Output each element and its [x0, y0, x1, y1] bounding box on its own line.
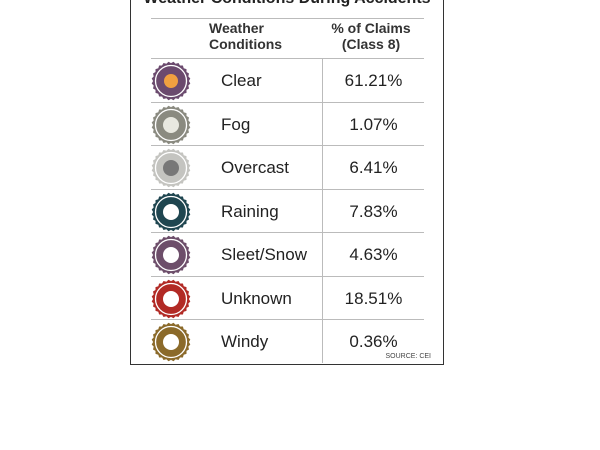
- condition: Fog: [221, 114, 251, 134]
- weather-icon: [151, 192, 191, 231]
- rule: [151, 18, 424, 19]
- condition: Overcast: [221, 158, 290, 177]
- divider: [322, 320, 323, 363]
- percent: 18.51%: [344, 288, 403, 308]
- percent: 6.41%: [349, 158, 398, 177]
- condition: Raining: [221, 201, 279, 221]
- percent: 1.07%: [349, 114, 398, 134]
- percent: 0.36%: [349, 332, 398, 351]
- divider: [322, 59, 323, 102]
- divider: [322, 146, 323, 189]
- weather-icon: [151, 235, 191, 275]
- column-header: Weather Conditions: [209, 20, 283, 52]
- divider: [322, 276, 323, 320]
- column-header: % of Claims (Class 8): [331, 20, 411, 52]
- divider: [322, 189, 323, 233]
- weather-icon: [151, 279, 191, 318]
- table-row: Unknown 18.51%: [151, 275, 424, 320]
- table-row: Raining 7.83%: [151, 188, 424, 233]
- percent: 4.63%: [349, 245, 398, 264]
- table-row: Clear 61.21%: [151, 58, 424, 102]
- title: Weather Conditions During Accidents: [131, 0, 443, 8]
- divider: [322, 233, 323, 276]
- percent: 7.83%: [349, 201, 398, 221]
- table-row: Fog 1.07%: [151, 101, 424, 146]
- source: SOURCE: CEI: [385, 353, 431, 360]
- table-row: Sleet/Snow 4.63%: [151, 232, 424, 276]
- condition: Windy: [221, 332, 269, 351]
- weather-icon: [151, 322, 191, 362]
- divider: [322, 102, 323, 146]
- weather-icon: [151, 61, 191, 101]
- percent: 61.21%: [344, 71, 403, 90]
- table-row: Overcast 6.41%: [151, 145, 424, 189]
- table-row: Windy 0.36%: [151, 319, 424, 363]
- condition: Sleet/Snow: [221, 245, 307, 264]
- condition: Clear: [221, 71, 262, 90]
- table-card: Weather Conditions During Accidents Weat…: [130, 0, 444, 365]
- condition: Unknown: [221, 288, 292, 308]
- weather-icon: [151, 105, 191, 144]
- weather-icon: [151, 148, 191, 188]
